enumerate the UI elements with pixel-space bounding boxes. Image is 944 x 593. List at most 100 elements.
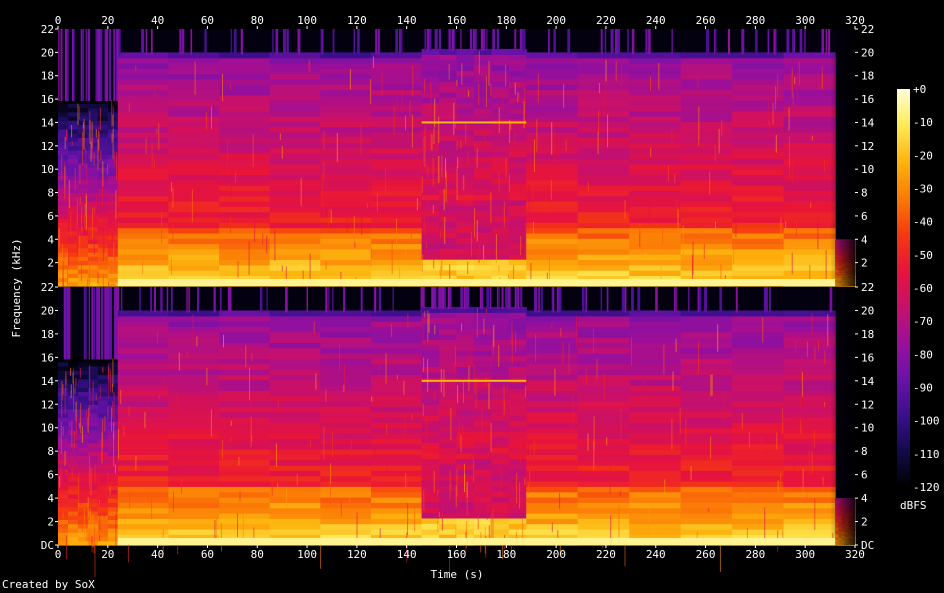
spectrogram-cell <box>508 102 527 109</box>
spectrogram-cell <box>77 451 89 457</box>
spectrogram-cell <box>732 105 785 112</box>
spectrogram-streak <box>104 29 107 102</box>
spectrogram-streak <box>507 287 510 309</box>
spectrogram-cell <box>77 425 89 431</box>
spectrogram-cell <box>439 350 458 357</box>
spectrogram-streak <box>466 487 467 493</box>
spectrogram-streak <box>443 287 446 309</box>
spectrogram-cell <box>107 408 119 414</box>
spectrogram-streak <box>142 257 144 275</box>
spectrogram-cell <box>219 185 271 191</box>
spectrogram-streak <box>551 522 553 533</box>
spectrogram-cell <box>77 519 89 525</box>
spectrogram-streak <box>764 507 766 541</box>
spectrogram-cell <box>680 411 733 418</box>
spectrogram-streak <box>450 407 452 441</box>
spectrogram-cell <box>58 374 69 380</box>
spectrogram-cell <box>577 227 630 234</box>
spectrogram-cell <box>439 54 458 61</box>
spectrogram-streak <box>438 512 440 518</box>
spectrogram-cell <box>168 259 220 266</box>
spectrogram-streak <box>412 65 414 97</box>
spectrogram-streak <box>528 484 529 494</box>
spectrogram-cell <box>473 232 492 239</box>
spectrogram-cell <box>87 481 99 486</box>
spectrogram-streak <box>524 222 526 256</box>
spectrogram-streak <box>514 287 516 309</box>
spectrogram-cell <box>577 73 630 80</box>
spectrogram-streak <box>466 287 470 309</box>
spectrogram-cell <box>439 232 458 239</box>
spectrogram-cell <box>97 120 109 126</box>
spectrogram-cell <box>680 195 733 202</box>
spectrogram-cell <box>526 163 579 170</box>
spectrogram-cell <box>320 227 372 234</box>
spectrogram-cell <box>629 105 682 112</box>
spectrogram-streak <box>93 525 95 554</box>
spectrogram-cell <box>439 59 458 66</box>
spectrogram-cell <box>783 142 836 149</box>
spectrogram-cell <box>629 68 682 75</box>
spectrogram-cell <box>87 446 99 452</box>
spectrogram-cell <box>508 501 527 508</box>
spectrogram-streak <box>135 455 137 471</box>
spectrogram-cell <box>732 78 785 85</box>
spectrogram-cell <box>577 211 630 218</box>
spectrogram-streak <box>449 287 452 309</box>
y-tick-label-right: 8 <box>861 187 868 200</box>
spectrogram-streak <box>194 61 196 95</box>
spectrogram-cell <box>77 154 89 160</box>
spectrogram-cell <box>577 121 630 128</box>
spectrogram-streak <box>82 460 84 492</box>
spectrogram-streak <box>112 401 114 418</box>
spectrogram-cell <box>87 247 99 253</box>
spectrogram-streak <box>213 287 216 313</box>
spectrogram-cell <box>87 417 99 422</box>
spectrogram-cell <box>219 147 271 154</box>
spectrogram-streak <box>339 342 340 372</box>
spectrogram-streak <box>519 437 521 464</box>
spectrogram-cell <box>371 73 423 80</box>
spectrogram-cell <box>371 470 423 477</box>
spectrogram-cell <box>508 507 527 514</box>
spectrogram-streak <box>266 287 268 313</box>
y-tick-label-left: 16 <box>41 351 54 364</box>
spectrogram-streak <box>466 490 468 516</box>
spectrogram-cell <box>473 328 492 335</box>
spectrogram-streak <box>449 470 451 500</box>
spectrogram-streak <box>129 490 131 510</box>
spectrogram-cell <box>117 481 169 487</box>
spectrogram-cell <box>320 185 372 191</box>
spectrogram-cell <box>439 189 458 195</box>
spectrogram-cell <box>68 205 79 211</box>
spectrogram-streak <box>239 491 241 501</box>
spectrogram-cell <box>371 422 423 429</box>
spectrogram-cell <box>117 206 169 213</box>
spectrogram-cell <box>526 310 579 317</box>
spectrogram-streak <box>150 287 152 313</box>
spectrogram-streak <box>296 473 298 486</box>
y-tick-label-right: 4 <box>861 233 868 246</box>
spectrogram-cell <box>107 201 119 206</box>
spectrogram-streak <box>173 491 174 512</box>
spectrogram-cell <box>168 534 220 541</box>
spectrogram-streak <box>424 135 426 168</box>
spectrogram-streak <box>765 287 768 313</box>
spectrogram-cell <box>269 248 321 255</box>
spectrogram-cell <box>491 221 510 228</box>
spectrogram-cell <box>491 108 510 115</box>
spectrogram-cell <box>87 264 99 270</box>
spectrogram-streak <box>356 512 358 542</box>
spectrogram-cell <box>320 137 372 144</box>
spectrogram-cell <box>629 422 682 429</box>
spectrogram-cell <box>783 78 836 85</box>
spectrogram-streak <box>71 420 73 447</box>
spectrogram-cell <box>680 264 733 271</box>
spectrogram-cell <box>577 438 630 445</box>
spectrogram-cell <box>97 357 109 363</box>
spectrogram-streak <box>80 29 83 102</box>
spectrogram-streak <box>60 422 62 454</box>
spectrogram-cell <box>371 523 423 530</box>
spectrogram-cell <box>491 65 510 71</box>
spectrogram-streak <box>618 505 620 538</box>
